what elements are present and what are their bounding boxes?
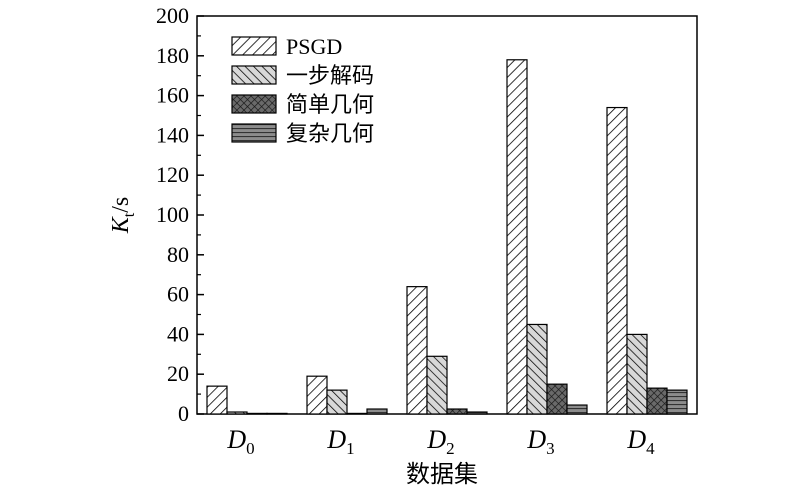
x-axis-title: 数据集	[406, 460, 478, 488]
y-axis-title-subscript: t	[121, 212, 138, 217]
plot-area: 0 20 40 60 80 100 120 140 160 180 200 D0 D1 D2 D3 D4	[156, 3, 698, 458]
bar-1-D1	[306, 375, 328, 415]
bar-2-D2	[426, 355, 448, 415]
legend-swatch	[231, 36, 277, 56]
y-tick-label: 160	[156, 83, 189, 108]
bar-4-D0	[266, 412, 288, 415]
y-axis-title-unit: /s	[108, 197, 134, 213]
bar-3-D3	[546, 383, 568, 415]
x-tick-label: D1	[326, 425, 354, 458]
bar-3-D4	[646, 387, 668, 415]
bars-group	[206, 59, 688, 415]
legend-swatch	[231, 94, 277, 114]
bar-4-D3	[566, 404, 588, 415]
y-axis: 0 20 40 60 80 100 120 140 160 180 200	[156, 3, 204, 426]
bar-2-D4	[626, 333, 648, 415]
y-tick-label: 120	[156, 162, 189, 187]
bar-1-D2	[406, 286, 428, 415]
bar-1-D0	[206, 385, 228, 415]
bar-3-D0	[246, 412, 268, 415]
x-tick-label: D3	[526, 425, 554, 458]
bar-3-D2	[446, 408, 468, 415]
legend-swatch	[231, 123, 277, 143]
x-tick-label: D4	[626, 425, 655, 458]
y-tick-label: 140	[156, 122, 189, 147]
y-tick-label: 200	[156, 3, 189, 28]
bar-3-D1	[346, 412, 368, 415]
legend-label: 一步解码	[286, 63, 374, 88]
bar-1-D3	[506, 59, 528, 415]
legend-label: 简单几何	[286, 92, 374, 117]
bar-1-D4	[606, 106, 628, 415]
y-tick-label: 40	[167, 321, 189, 346]
y-tick-label: 0	[178, 401, 189, 426]
legend-swatch	[231, 65, 277, 85]
legend-label: PSGD	[286, 34, 342, 59]
y-tick-label: 180	[156, 43, 189, 68]
x-tick-label: D0	[226, 425, 254, 458]
y-tick-label: 80	[167, 242, 189, 267]
bar-4-D4	[666, 389, 688, 415]
bar-2-D0	[226, 411, 248, 415]
bar-4-D2	[466, 411, 488, 415]
x-axis: D0 D1 D2 D3 D4	[226, 425, 655, 458]
bar-2-D1	[326, 389, 348, 415]
x-tick-label: D2	[426, 425, 454, 458]
bar-4-D1	[366, 408, 388, 415]
y-axis-title-symbol: K	[108, 215, 134, 234]
bar-2-D3	[526, 323, 548, 415]
y-tick-label: 60	[167, 282, 189, 307]
y-axis-title: Kt/s	[108, 197, 138, 234]
legend-label: 复杂几何	[286, 121, 374, 146]
y-tick-label: 20	[167, 361, 189, 386]
y-tick-label: 100	[156, 202, 189, 227]
